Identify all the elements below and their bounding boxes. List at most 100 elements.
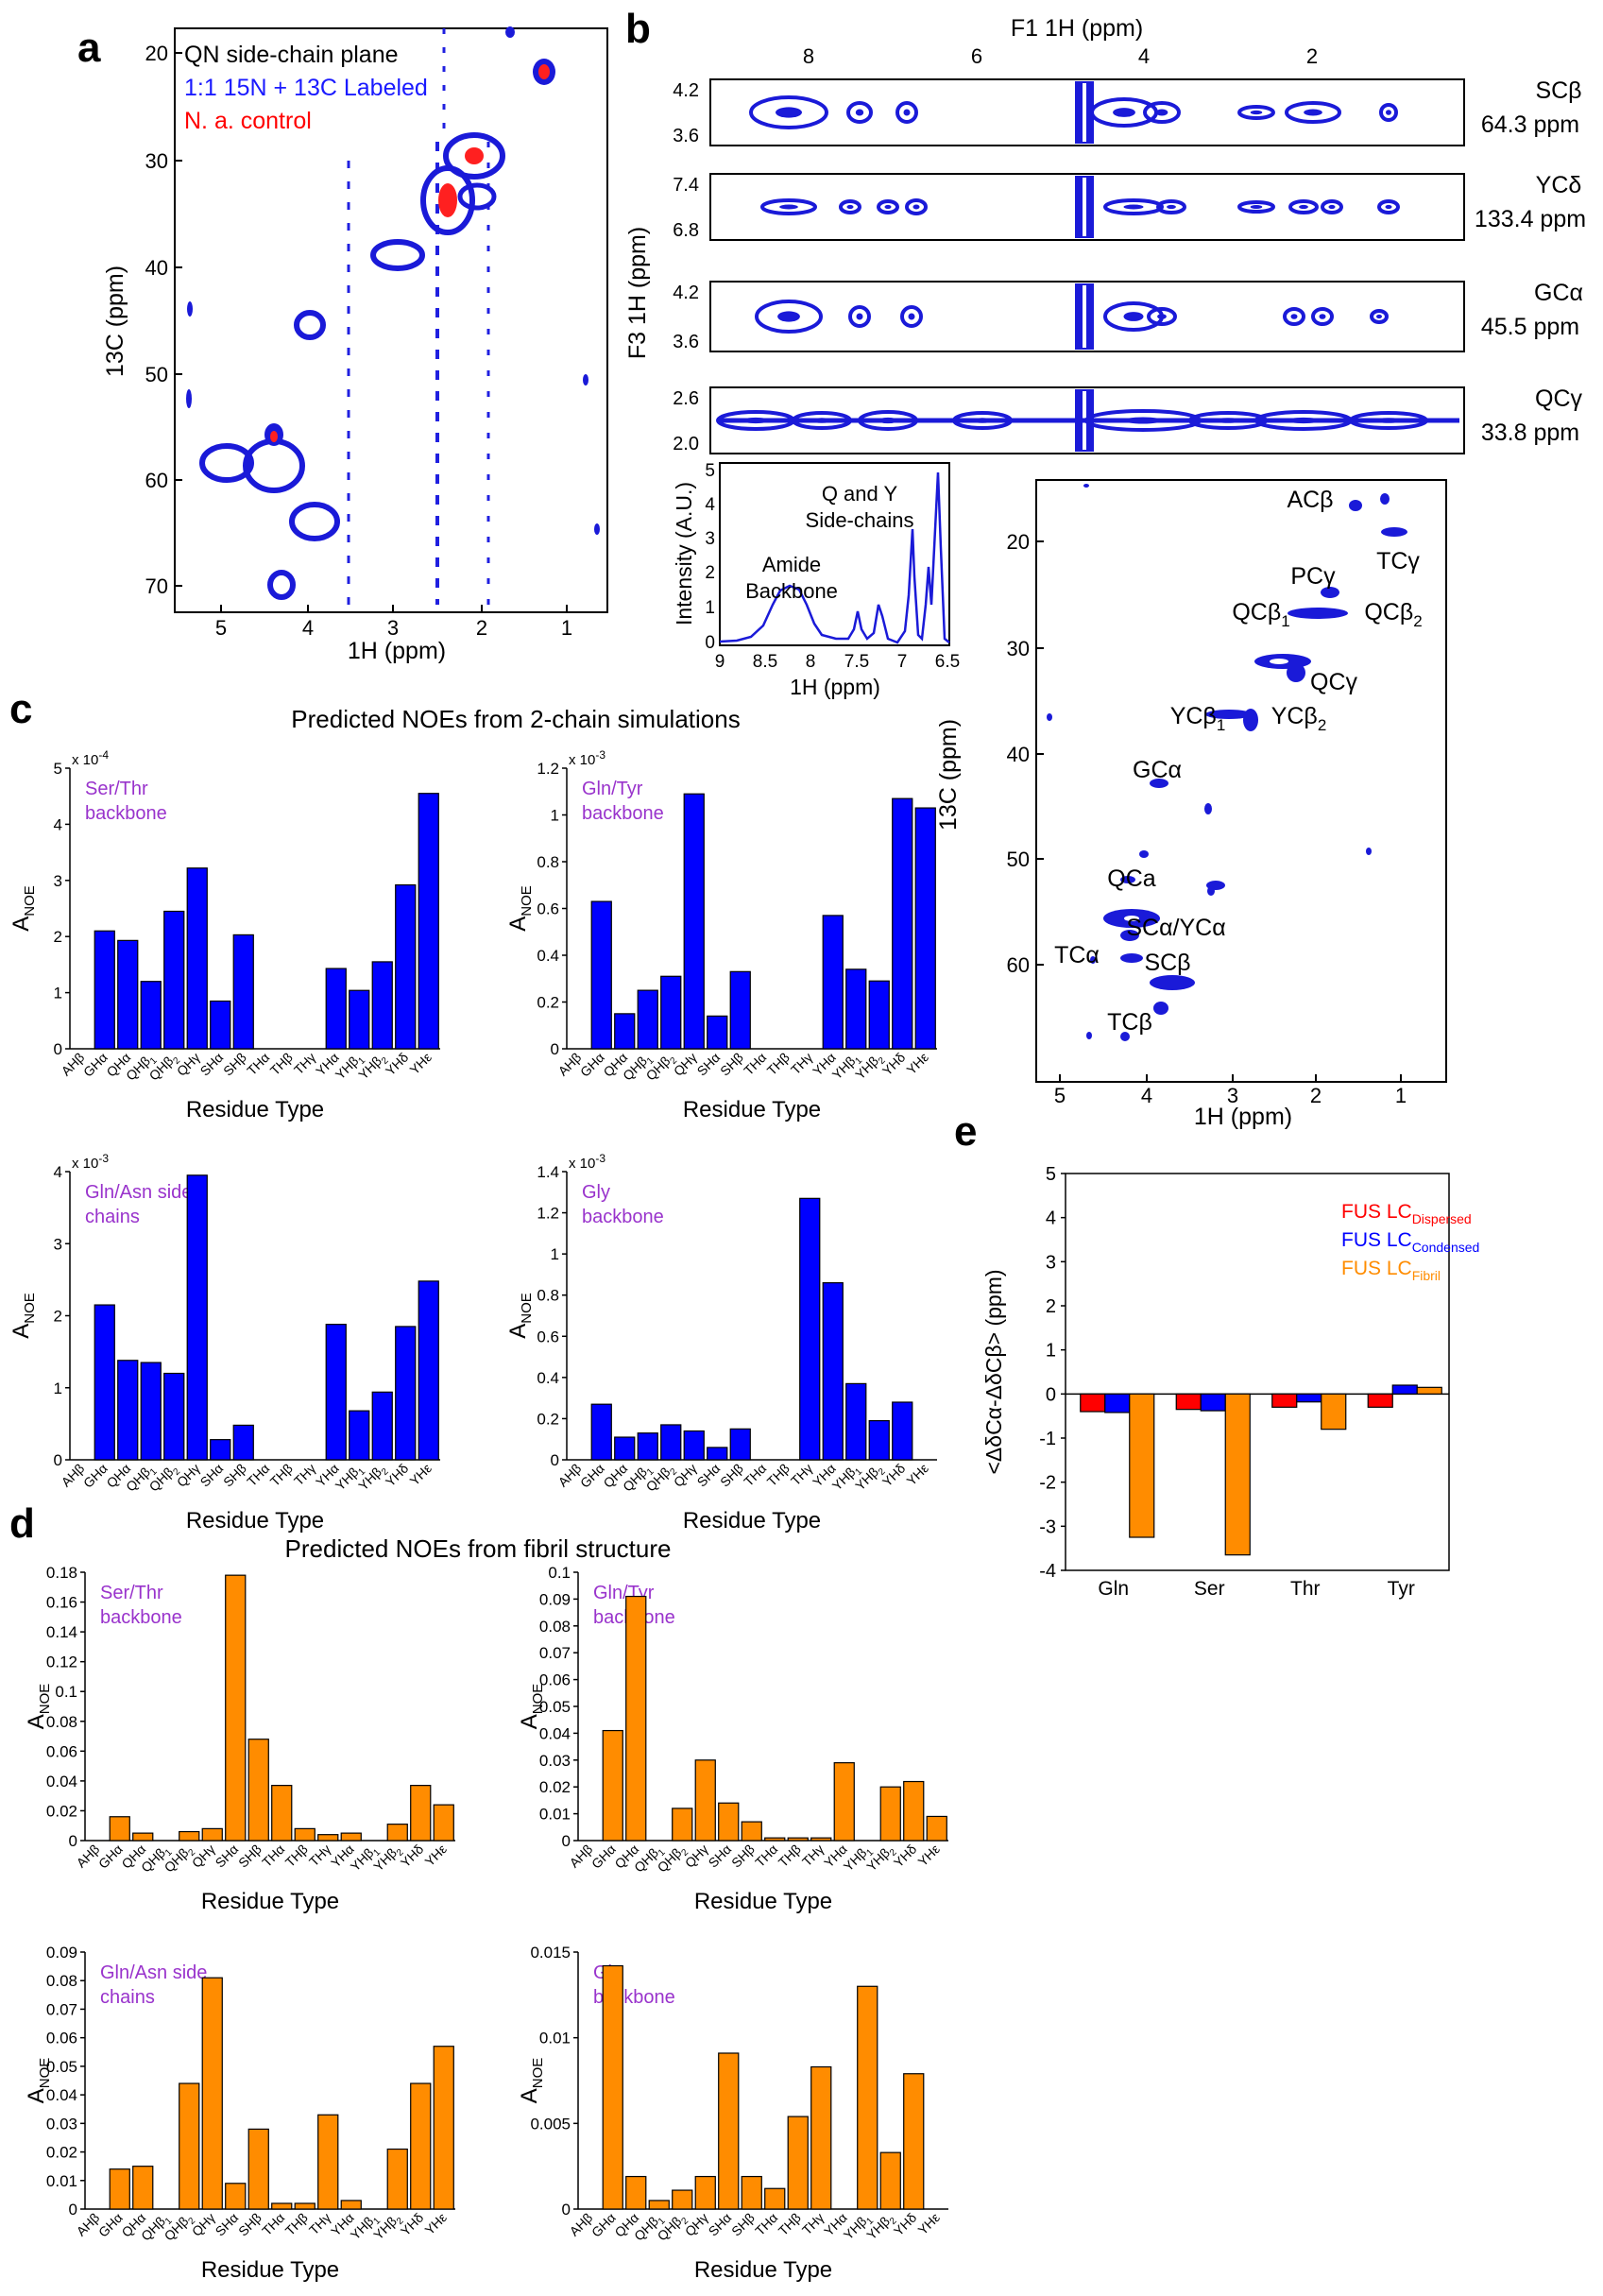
bar <box>395 883 417 1050</box>
strip-ppm: 64.3 ppm <box>1481 111 1579 138</box>
bar <box>317 2114 339 2210</box>
strip-peak <box>1288 199 1319 214</box>
strip-frame <box>709 281 1465 352</box>
bar <box>625 1595 647 1842</box>
residue-label: GHα <box>95 2210 126 2240</box>
tick-label: 5 <box>705 461 715 481</box>
bar <box>787 2116 809 2210</box>
legend-entry: FUS LCFibril <box>1341 1258 1441 1283</box>
bar <box>179 2082 200 2210</box>
bar <box>140 981 162 1050</box>
bar-chart-c2: 0 0.2 0.4 0.6 0.8 1 1.2 x 10-3 Gln/Tyr backbone AH… <box>505 748 937 1122</box>
tick-label: 0 <box>54 1040 62 1058</box>
bar <box>787 1837 809 1842</box>
chart-name: Gln/Asn side <box>100 1962 207 1983</box>
bar <box>845 968 867 1050</box>
strip-peak-core <box>1113 108 1135 117</box>
panel-e-chart: -4 -3 -2 -1 0 1 2 3 4 5 Gln Ser Thr Tyr FUS LCDisperse… <box>981 1164 1479 1600</box>
residue-label: THγ <box>306 2210 333 2237</box>
panel-b-1d-ylabel: Intensity (A.U.) <box>672 482 696 625</box>
tick-label: 0.06 <box>539 1671 571 1689</box>
bar <box>349 989 370 1050</box>
chart-name: backbone <box>582 803 664 824</box>
axis-exponent: x 10-3 <box>569 748 605 768</box>
tick-label: -3 <box>1039 1516 1056 1537</box>
residue-label: AHβ <box>74 1842 103 1871</box>
residue-label: SHα <box>213 2210 242 2239</box>
axis-exponent: x 10-4 <box>72 748 109 768</box>
tick-label: 30 <box>145 149 168 173</box>
residue-label: QHγ <box>671 1050 700 1079</box>
bar <box>1200 1393 1226 1412</box>
tick-label: 3 <box>54 872 62 890</box>
tick-label: 2 <box>54 1308 62 1326</box>
bar <box>1224 1393 1251 1556</box>
residue-label: SHα <box>694 1050 724 1079</box>
tick-label: 1 <box>551 807 559 825</box>
strip-peak-core <box>776 107 802 118</box>
tick-label: 0.16 <box>46 1594 77 1612</box>
strip-peak-core <box>884 204 892 210</box>
tick-label: 5 <box>54 760 62 778</box>
tick-label: 1 <box>551 1245 559 1263</box>
bar <box>317 1834 339 1842</box>
bar <box>201 1977 223 2210</box>
residue-label: THβ <box>282 1842 311 1870</box>
residue-label: THβ <box>764 1461 793 1489</box>
bar <box>271 1785 293 1842</box>
tick-label: 0.04 <box>539 1724 571 1742</box>
residue-label: GHα <box>577 1050 607 1080</box>
tick-label: 0.1 <box>55 1683 77 1701</box>
tick-label: 0.8 <box>537 1287 559 1305</box>
tick-label: 0.4 <box>537 1369 559 1387</box>
category-label: Gln <box>1098 1578 1129 1600</box>
strip-peak <box>905 198 928 215</box>
bar <box>892 797 913 1050</box>
tick-label: 0 <box>551 1451 559 1469</box>
residue-label: SHα <box>197 1461 227 1490</box>
strip-peak <box>839 199 861 214</box>
panel-b-hsqc <box>1035 479 1447 1083</box>
tick-label: 0.09 <box>539 1590 571 1608</box>
bar <box>1367 1393 1393 1408</box>
strip-peak-core <box>903 109 911 116</box>
bar <box>271 2202 293 2210</box>
strip-peak <box>1283 307 1305 326</box>
tick-label: 1 <box>54 985 62 1002</box>
hsqc-peak-label: ACβ <box>1287 487 1333 513</box>
tick-label: 0.05 <box>46 2058 77 2076</box>
e-ylabel: <ΔδCα-ΔδCβ> (ppm) <box>981 1269 1006 1474</box>
bar-ylabel: ANOE <box>24 1684 53 1730</box>
tick-label: 3 <box>1227 1084 1238 1107</box>
chart-name: backbone <box>582 1207 664 1227</box>
strip-peak <box>1321 199 1343 214</box>
tick-label: 0.005 <box>530 2115 571 2133</box>
strip-ppm: 45.5 ppm <box>1481 314 1579 340</box>
strip-peak-core <box>1155 109 1168 116</box>
strip-peak-core <box>1299 204 1308 210</box>
residue-label: YHε <box>914 1842 942 1869</box>
tick-label: 4 <box>302 616 314 640</box>
panel-b-1d-xlabel: 1H (ppm) <box>790 675 880 699</box>
bar <box>117 939 139 1050</box>
bar <box>822 1282 844 1461</box>
residue-label: YHε <box>406 1050 434 1077</box>
tick-label: 0 <box>1046 1384 1056 1405</box>
bar <box>694 1759 716 1842</box>
tick-label: 6.8 <box>673 220 699 241</box>
residue-label: THγ <box>306 1842 333 1869</box>
panel-b-1d-annot-q2: Side-chains <box>806 508 914 532</box>
strip-peak-core <box>779 204 798 210</box>
residue-label: SHβ <box>220 1050 249 1079</box>
strip-peak <box>846 101 873 124</box>
residue-label: THγ <box>291 1050 318 1077</box>
tick-label: 0.05 <box>539 1698 571 1716</box>
tick-label: 1.2 <box>537 760 559 778</box>
panel-a-xlabel: 1H (ppm) <box>348 638 446 664</box>
tick-label: 5 <box>1054 1084 1066 1107</box>
residue-label: AHβ <box>567 1842 596 1871</box>
residue-label: GHα <box>588 1842 619 1872</box>
tick-label: 0.07 <box>539 1644 571 1662</box>
tick-label: 20 <box>145 42 168 65</box>
panel-b-hsqc-xlabel: 1H (ppm) <box>1194 1104 1292 1130</box>
